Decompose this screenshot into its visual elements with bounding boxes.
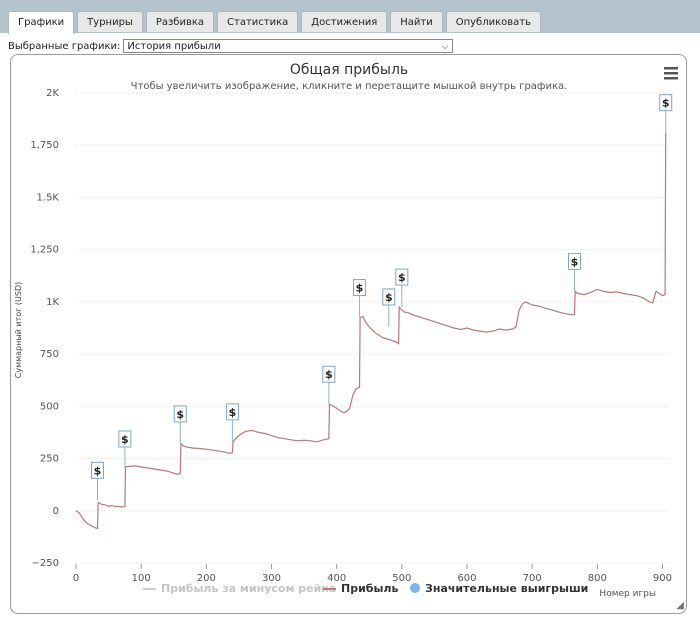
chart-selector-value: История прибыли <box>127 41 221 52</box>
tab-charts[interactable]: Графики <box>8 11 75 34</box>
x-tick-label: 100 <box>132 573 151 584</box>
big-win-marker[interactable] <box>568 252 582 270</box>
legend-swatch-big-wins[interactable] <box>410 583 420 593</box>
big-win-marker[interactable] <box>322 365 336 383</box>
y-tick-label: 1,750 <box>30 140 59 151</box>
y-tick-label: 1K <box>46 297 59 308</box>
big-win-marker[interactable] <box>659 94 673 112</box>
big-win-marker[interactable] <box>352 279 366 297</box>
chart-selector-row: Выбранные графики: История прибыли ⌵ <box>8 38 454 54</box>
big-win-marker-label: $ <box>662 97 670 110</box>
tab-breakdown[interactable]: Разбивка <box>145 11 215 32</box>
legend-item-big-wins[interactable]: Значительные выигрыши <box>425 582 588 595</box>
chart-panel: Общая прибыль Чтобы увеличить изображение… <box>10 54 687 614</box>
x-tick-label: 700 <box>523 573 542 584</box>
y-tick-label: 1,250 <box>30 245 59 256</box>
chart-subtitle: Чтобы увеличить изображение, кликните и … <box>131 81 568 92</box>
big-win-marker-label: $ <box>571 255 579 268</box>
x-tick-label: 0 <box>73 573 79 584</box>
big-win-marker[interactable] <box>395 268 409 286</box>
tab-tournaments[interactable]: Турниры <box>77 11 143 32</box>
x-axis-label: Номер игры <box>599 589 656 599</box>
big-win-marker-label: $ <box>229 406 237 419</box>
chart-selector-label: Выбранные графики: <box>8 40 121 52</box>
y-tick-label: 0 <box>53 506 59 517</box>
tab-achievements[interactable]: Достижения <box>301 11 388 32</box>
chart-title: Общая прибыль <box>290 62 408 78</box>
big-win-marker-label: $ <box>398 271 406 284</box>
tab-bar: Графики Турниры Разбивка Статистика Дост… <box>8 11 542 34</box>
series-line-profit[interactable] <box>75 132 667 530</box>
chevron-down-icon: ⌵ <box>441 42 449 52</box>
legend-item-rakeless[interactable]: Прибыль за минусом рейка <box>161 582 336 595</box>
resize-handle-icon[interactable]: ◢ <box>676 600 684 611</box>
hamburger-menu-icon[interactable] <box>664 67 678 80</box>
y-tick-label: 1.5K <box>37 192 60 203</box>
x-tick-label: 900 <box>653 573 672 584</box>
y-tick-label: 2K <box>46 88 59 99</box>
legend-item-profit[interactable]: Прибыль <box>341 582 398 595</box>
y-tick-label: −250 <box>32 558 59 569</box>
x-tick-label: 600 <box>457 573 476 584</box>
y-axis-label: Суммарный итог (USD) <box>14 282 23 379</box>
big-win-marker-label: $ <box>325 368 333 381</box>
big-win-marker[interactable] <box>91 461 105 479</box>
profit-chart[interactable]: Общая прибыль Чтобы увеличить изображение… <box>11 55 688 615</box>
tab-statistics[interactable]: Статистика <box>217 11 299 32</box>
big-win-marker[interactable] <box>225 403 239 421</box>
big-win-marker[interactable] <box>173 405 187 423</box>
y-tick-label: 250 <box>40 454 59 465</box>
big-win-marker-label: $ <box>121 433 129 446</box>
big-win-marker[interactable] <box>382 288 396 306</box>
x-tick-label: 800 <box>588 573 607 584</box>
big-win-marker[interactable] <box>118 430 132 448</box>
x-tick-label: 500 <box>392 573 411 584</box>
tab-publish[interactable]: Опубликовать <box>445 11 542 32</box>
y-tick-label: 500 <box>40 401 59 412</box>
tab-find[interactable]: Найти <box>390 11 443 32</box>
x-tick-label: 200 <box>197 573 216 584</box>
big-win-marker-label: $ <box>176 408 184 421</box>
big-win-marker-label: $ <box>356 282 364 295</box>
x-tick-label: 300 <box>262 573 281 584</box>
y-tick-label: 750 <box>40 349 59 360</box>
big-win-marker-label: $ <box>94 464 102 477</box>
big-win-marker-label: $ <box>385 291 393 304</box>
x-tick-label: 400 <box>327 573 346 584</box>
chart-selector-dropdown[interactable]: История прибыли ⌵ <box>123 39 454 53</box>
